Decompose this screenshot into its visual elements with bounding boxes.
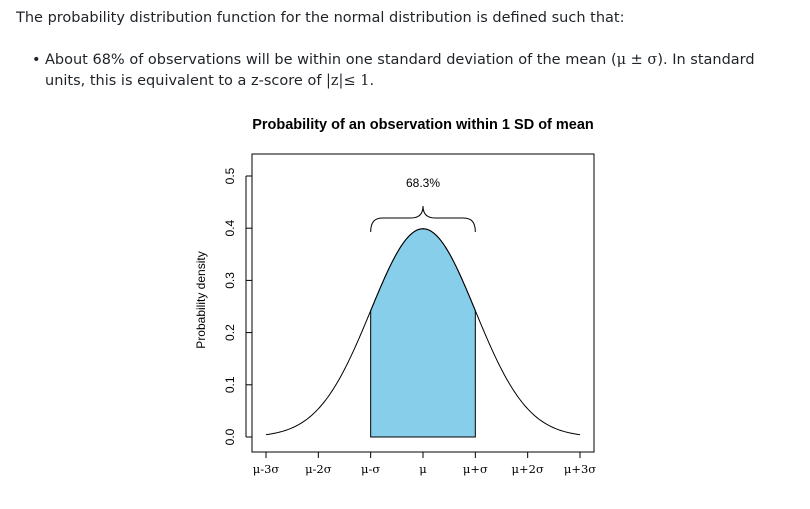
math-abs-z-le-1: |z|≤ 1 [326, 73, 370, 89]
chart-title: Probability of an observation within 1 S… [252, 117, 594, 133]
bullet-text-part-3: . [369, 73, 375, 89]
density-curve [265, 228, 581, 436]
brace-annotation [370, 205, 476, 233]
x-tick-label: μ [419, 462, 427, 476]
bullet-text-part-2: ). In standard units, this is equivalent… [45, 52, 755, 89]
x-axis: μ-3σ μ-2σ μ-σ μ μ+σ μ+2σ μ+3σ [253, 451, 596, 476]
y-tick-label: 0.4 [223, 220, 237, 237]
y-tick-label: 0.3 [223, 272, 237, 289]
x-tick-label: μ-3σ [253, 462, 280, 476]
bullet-marker: • [32, 52, 41, 68]
intro-paragraph: The probability distribution function fo… [16, 10, 625, 26]
percentage-annotation: 68.3% [406, 176, 440, 190]
y-tick-label: 0.5 [223, 167, 237, 184]
y-axis-label: Probability density [194, 251, 208, 348]
x-tick-label: μ-2σ [305, 462, 332, 476]
y-tick-label: 0.2 [223, 324, 237, 341]
x-tick-label: μ+3σ [564, 462, 596, 476]
math-mu-pm-sigma: μ ± σ [616, 52, 658, 68]
x-tick-label: μ-σ [361, 462, 380, 476]
bullet-text-part-1: About 68% of observations will be within… [45, 52, 617, 68]
y-tick-label: 0.1 [223, 376, 237, 393]
shaded-area-one-sd [370, 228, 476, 438]
x-tick-label: μ+σ [463, 462, 488, 476]
y-axis: 0.0 0.1 0.2 0.3 0.4 0.5 [223, 167, 252, 445]
y-tick-label: 0.0 [223, 428, 237, 445]
bullet-text: About 68% of observations will be within… [45, 50, 775, 92]
x-tick-label: μ+2σ [512, 462, 544, 476]
